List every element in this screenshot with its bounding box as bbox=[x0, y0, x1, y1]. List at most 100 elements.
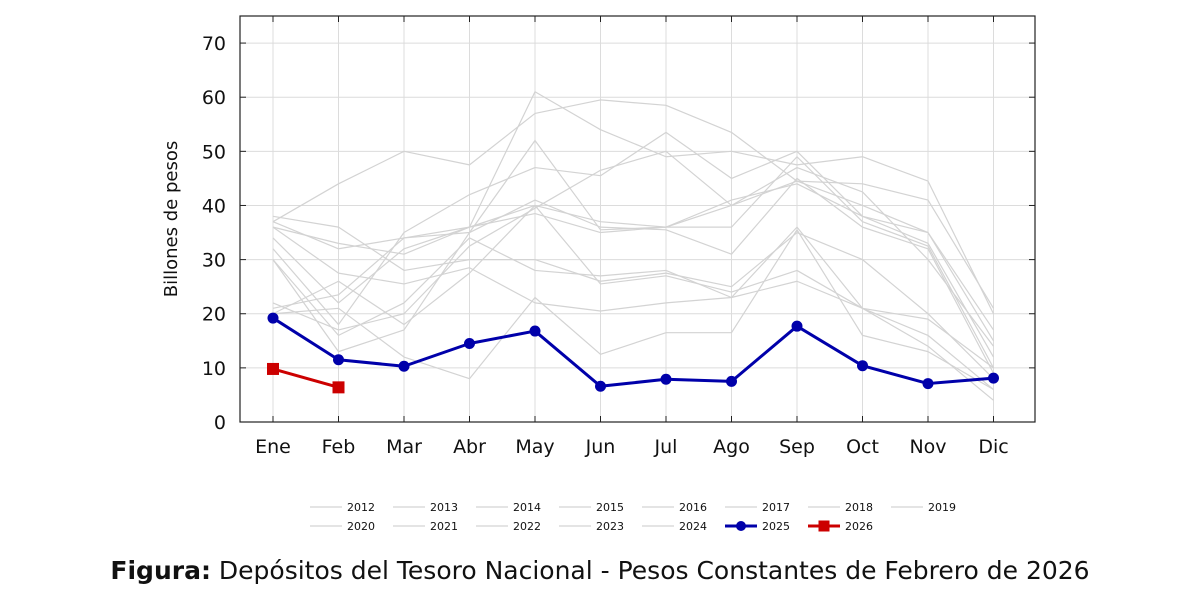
series-line-2026 bbox=[272, 367, 339, 389]
caption-text: Depósitos del Tesoro Nacional - Pesos Co… bbox=[218, 556, 1090, 585]
series-2014 bbox=[272, 180, 995, 342]
legend-label: 2026 bbox=[845, 520, 873, 533]
data-point bbox=[595, 380, 606, 392]
series-2023 bbox=[272, 226, 994, 369]
series-line-2022 bbox=[272, 204, 994, 401]
x-tick-label: Abr bbox=[453, 436, 486, 458]
series-2024 bbox=[272, 229, 994, 391]
axes: 0 10 20 30 40 50 60 70 Ene Feb Mar Abr May Jun Jul Ago S… bbox=[202, 16, 1035, 458]
legend-label: 2023 bbox=[596, 520, 624, 533]
data-point bbox=[988, 372, 999, 384]
series-2025 bbox=[267, 312, 999, 392]
y-tick-label: 50 bbox=[202, 141, 226, 163]
series-2020 bbox=[272, 237, 994, 390]
series-line-2023 bbox=[272, 226, 994, 369]
legend-marker bbox=[818, 520, 830, 532]
caption-label: Figura: bbox=[110, 556, 211, 585]
legend-item-2021: 2021 bbox=[393, 520, 458, 533]
legend-label: 2017 bbox=[762, 501, 790, 514]
series-line-2025 bbox=[272, 316, 994, 388]
data-point bbox=[660, 373, 672, 385]
y-tick-label: 60 bbox=[202, 87, 226, 109]
series-line-2021 bbox=[272, 150, 994, 347]
x-tick-label: Oct bbox=[846, 436, 879, 458]
figure-caption: Figura: Depósitos del Tesoro Nacional - … bbox=[0, 556, 1200, 585]
legend-item-2026: 2026 bbox=[808, 520, 873, 533]
legend-label: 2019 bbox=[928, 501, 956, 514]
legend-item-2023: 2023 bbox=[559, 520, 624, 533]
legend-label: 2024 bbox=[679, 520, 707, 533]
x-tick-label: Sep bbox=[779, 436, 815, 458]
y-tick-label: 40 bbox=[202, 195, 226, 217]
data-point bbox=[398, 360, 410, 372]
series-2016 bbox=[272, 131, 994, 331]
series-2022 bbox=[272, 204, 994, 401]
legend-item-2017: 2017 bbox=[725, 501, 790, 514]
x-tick-label: Jun bbox=[585, 436, 616, 458]
x-tick-label: Nov bbox=[909, 436, 946, 458]
series-line-2016 bbox=[272, 131, 994, 331]
legend-label: 2013 bbox=[430, 501, 458, 514]
series-2012 bbox=[272, 215, 994, 380]
y-tick-label: 10 bbox=[202, 358, 226, 380]
series-line-2020 bbox=[272, 237, 994, 390]
legend-label: 2022 bbox=[513, 520, 541, 533]
legend-label: 2025 bbox=[762, 520, 790, 533]
legend-label: 2018 bbox=[845, 501, 873, 514]
legend-label: 2012 bbox=[347, 501, 375, 514]
series-2017 bbox=[272, 177, 995, 374]
series-line-2015 bbox=[272, 139, 995, 369]
data-point bbox=[791, 320, 803, 332]
plot-frame bbox=[239, 15, 1036, 423]
data-point bbox=[857, 360, 868, 372]
legend-item-2016: 2016 bbox=[642, 501, 707, 514]
legend-item-2013: 2013 bbox=[393, 501, 458, 514]
series-line-2014 bbox=[272, 180, 995, 342]
series-2021 bbox=[272, 150, 994, 347]
series-2026 bbox=[267, 362, 345, 394]
legend-item-2024: 2024 bbox=[642, 520, 707, 533]
legend-label: 2021 bbox=[430, 520, 458, 533]
series-2015 bbox=[272, 139, 995, 369]
legend-item-2014: 2014 bbox=[476, 501, 541, 514]
series-2019 bbox=[272, 99, 995, 309]
legend-item-2019: 2019 bbox=[891, 501, 956, 514]
x-tick-label: Ago bbox=[713, 436, 750, 458]
y-tick-label: 0 bbox=[214, 412, 226, 434]
legend-marker bbox=[736, 521, 746, 531]
series-line-2019 bbox=[272, 99, 995, 309]
legend-label: 2020 bbox=[347, 520, 375, 533]
series-line-2024 bbox=[272, 229, 994, 391]
legend-label: 2016 bbox=[679, 501, 707, 514]
series-line-2013 bbox=[272, 183, 995, 358]
data-point bbox=[464, 338, 475, 350]
legend: 2012 2013 2014 2015 2016 2017 2018 2019 2020 2021… bbox=[310, 501, 956, 533]
x-tick-label: Dic bbox=[978, 436, 1008, 458]
y-tick-label: 30 bbox=[202, 250, 226, 272]
data-point bbox=[267, 362, 279, 375]
x-tick-label: Mar bbox=[386, 436, 422, 458]
x-tick-label: Jul bbox=[654, 436, 678, 458]
series-2018 bbox=[272, 91, 995, 314]
series-line-2017 bbox=[272, 177, 995, 374]
legend-item-2020: 2020 bbox=[310, 520, 375, 533]
y-axis-label: Billones de pesos bbox=[161, 141, 182, 297]
legend-item-2012: 2012 bbox=[310, 501, 375, 514]
legend-item-2015: 2015 bbox=[559, 501, 624, 514]
legend-item-2025: 2025 bbox=[725, 520, 790, 533]
data-point bbox=[529, 325, 541, 337]
series-2013 bbox=[272, 183, 995, 358]
data-point bbox=[333, 354, 344, 366]
legend-item-2018: 2018 bbox=[808, 501, 873, 514]
series-line-2012 bbox=[272, 215, 994, 380]
data-point bbox=[726, 375, 737, 387]
y-tick-label: 20 bbox=[202, 304, 226, 326]
legend-label: 2015 bbox=[596, 501, 624, 514]
y-tick-label: 70 bbox=[202, 33, 226, 55]
line-chart: 0 10 20 30 40 50 60 70 Ene Feb Mar Abr May Jun Jul Ago S… bbox=[161, 15, 1036, 533]
series-line-2018 bbox=[272, 91, 995, 314]
legend-item-2022: 2022 bbox=[476, 520, 541, 533]
x-tick-label: Feb bbox=[322, 436, 356, 458]
data-point bbox=[332, 381, 345, 394]
data-point bbox=[922, 378, 934, 390]
